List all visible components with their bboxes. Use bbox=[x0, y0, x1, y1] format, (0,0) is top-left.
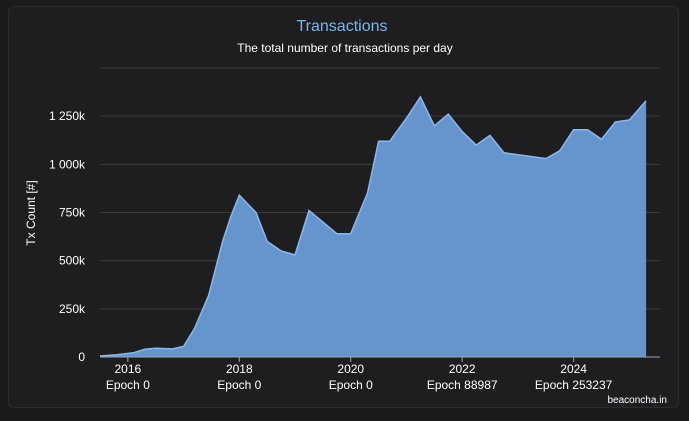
series-area bbox=[100, 96, 647, 358]
y-tick-label: 1 250k bbox=[49, 109, 86, 123]
credit-text: beaconcha.in bbox=[608, 395, 668, 406]
x-tick-sublabel: Epoch 0 bbox=[329, 378, 373, 392]
y-tick-label: 1 000k bbox=[49, 157, 86, 171]
x-tick-sublabel: Epoch 0 bbox=[106, 378, 150, 392]
y-tick-label: 750k bbox=[59, 206, 86, 220]
chart-title: Transactions bbox=[297, 18, 388, 35]
x-tick-sublabel: Epoch 0 bbox=[217, 378, 261, 392]
chart-subtitle: The total number of transactions per day bbox=[237, 41, 452, 55]
x-tick-label: 2020 bbox=[337, 362, 364, 376]
y-tick-label: 500k bbox=[59, 254, 86, 268]
series-line bbox=[99, 95, 647, 357]
x-tick-label: 2022 bbox=[449, 362, 476, 376]
y-axis-label: Tx Count [#] bbox=[24, 180, 38, 245]
x-tick-label: 2024 bbox=[560, 362, 587, 376]
y-tick-label: 0 bbox=[78, 350, 85, 364]
x-tick-label: 2016 bbox=[115, 362, 142, 376]
x-tick-sublabel: Epoch 253237 bbox=[535, 378, 613, 392]
y-tick-label: 250k bbox=[59, 302, 86, 316]
x-tick-label: 2018 bbox=[226, 362, 253, 376]
x-tick-sublabel: Epoch 88987 bbox=[427, 378, 498, 392]
